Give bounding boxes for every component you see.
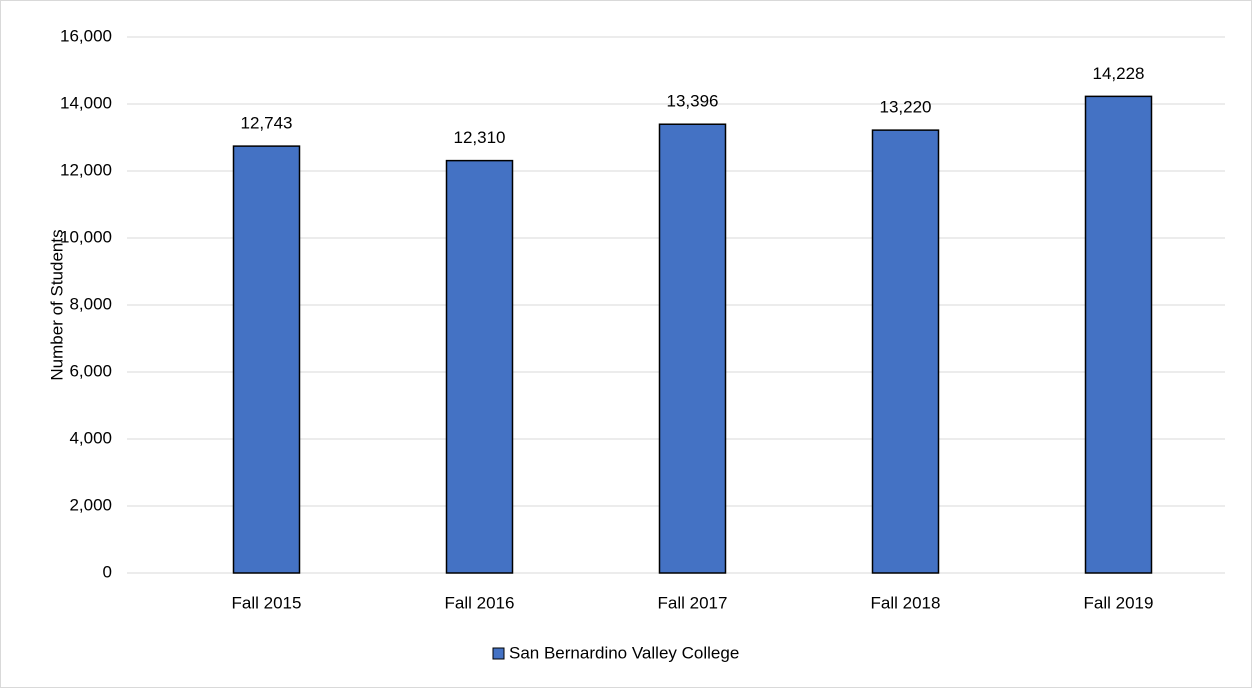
y-tick-label: 10,000 [60, 227, 112, 246]
legend-label: San Bernardino Valley College [509, 643, 739, 662]
y-tick-label: 16,000 [60, 26, 112, 45]
bar [658, 123, 727, 574]
x-tick-label: Fall 2016 [445, 593, 515, 612]
y-tick-label: 0 [103, 562, 112, 581]
y-axis-label: Number of Students [47, 229, 66, 380]
bar [232, 145, 301, 574]
x-tick-label: Fall 2018 [871, 593, 941, 612]
bar [871, 129, 940, 574]
y-tick-label: 4,000 [69, 428, 112, 447]
data-label: 13,220 [880, 98, 932, 117]
y-tick-label: 12,000 [60, 160, 112, 179]
legend-swatch [492, 647, 505, 660]
data-label: 12,743 [241, 114, 293, 133]
data-label: 13,396 [667, 92, 719, 111]
data-label: 14,228 [1093, 64, 1145, 83]
data-label: 12,310 [454, 128, 506, 147]
y-tick-label: 14,000 [60, 93, 112, 112]
bar [1084, 95, 1153, 574]
y-tick-label: 8,000 [69, 294, 112, 313]
x-tick-label: Fall 2015 [232, 593, 302, 612]
x-tick-label: Fall 2019 [1084, 593, 1154, 612]
y-tick-label: 2,000 [69, 495, 112, 514]
bar [445, 159, 514, 574]
y-tick-label: 6,000 [69, 361, 112, 380]
x-tick-label: Fall 2017 [658, 593, 728, 612]
